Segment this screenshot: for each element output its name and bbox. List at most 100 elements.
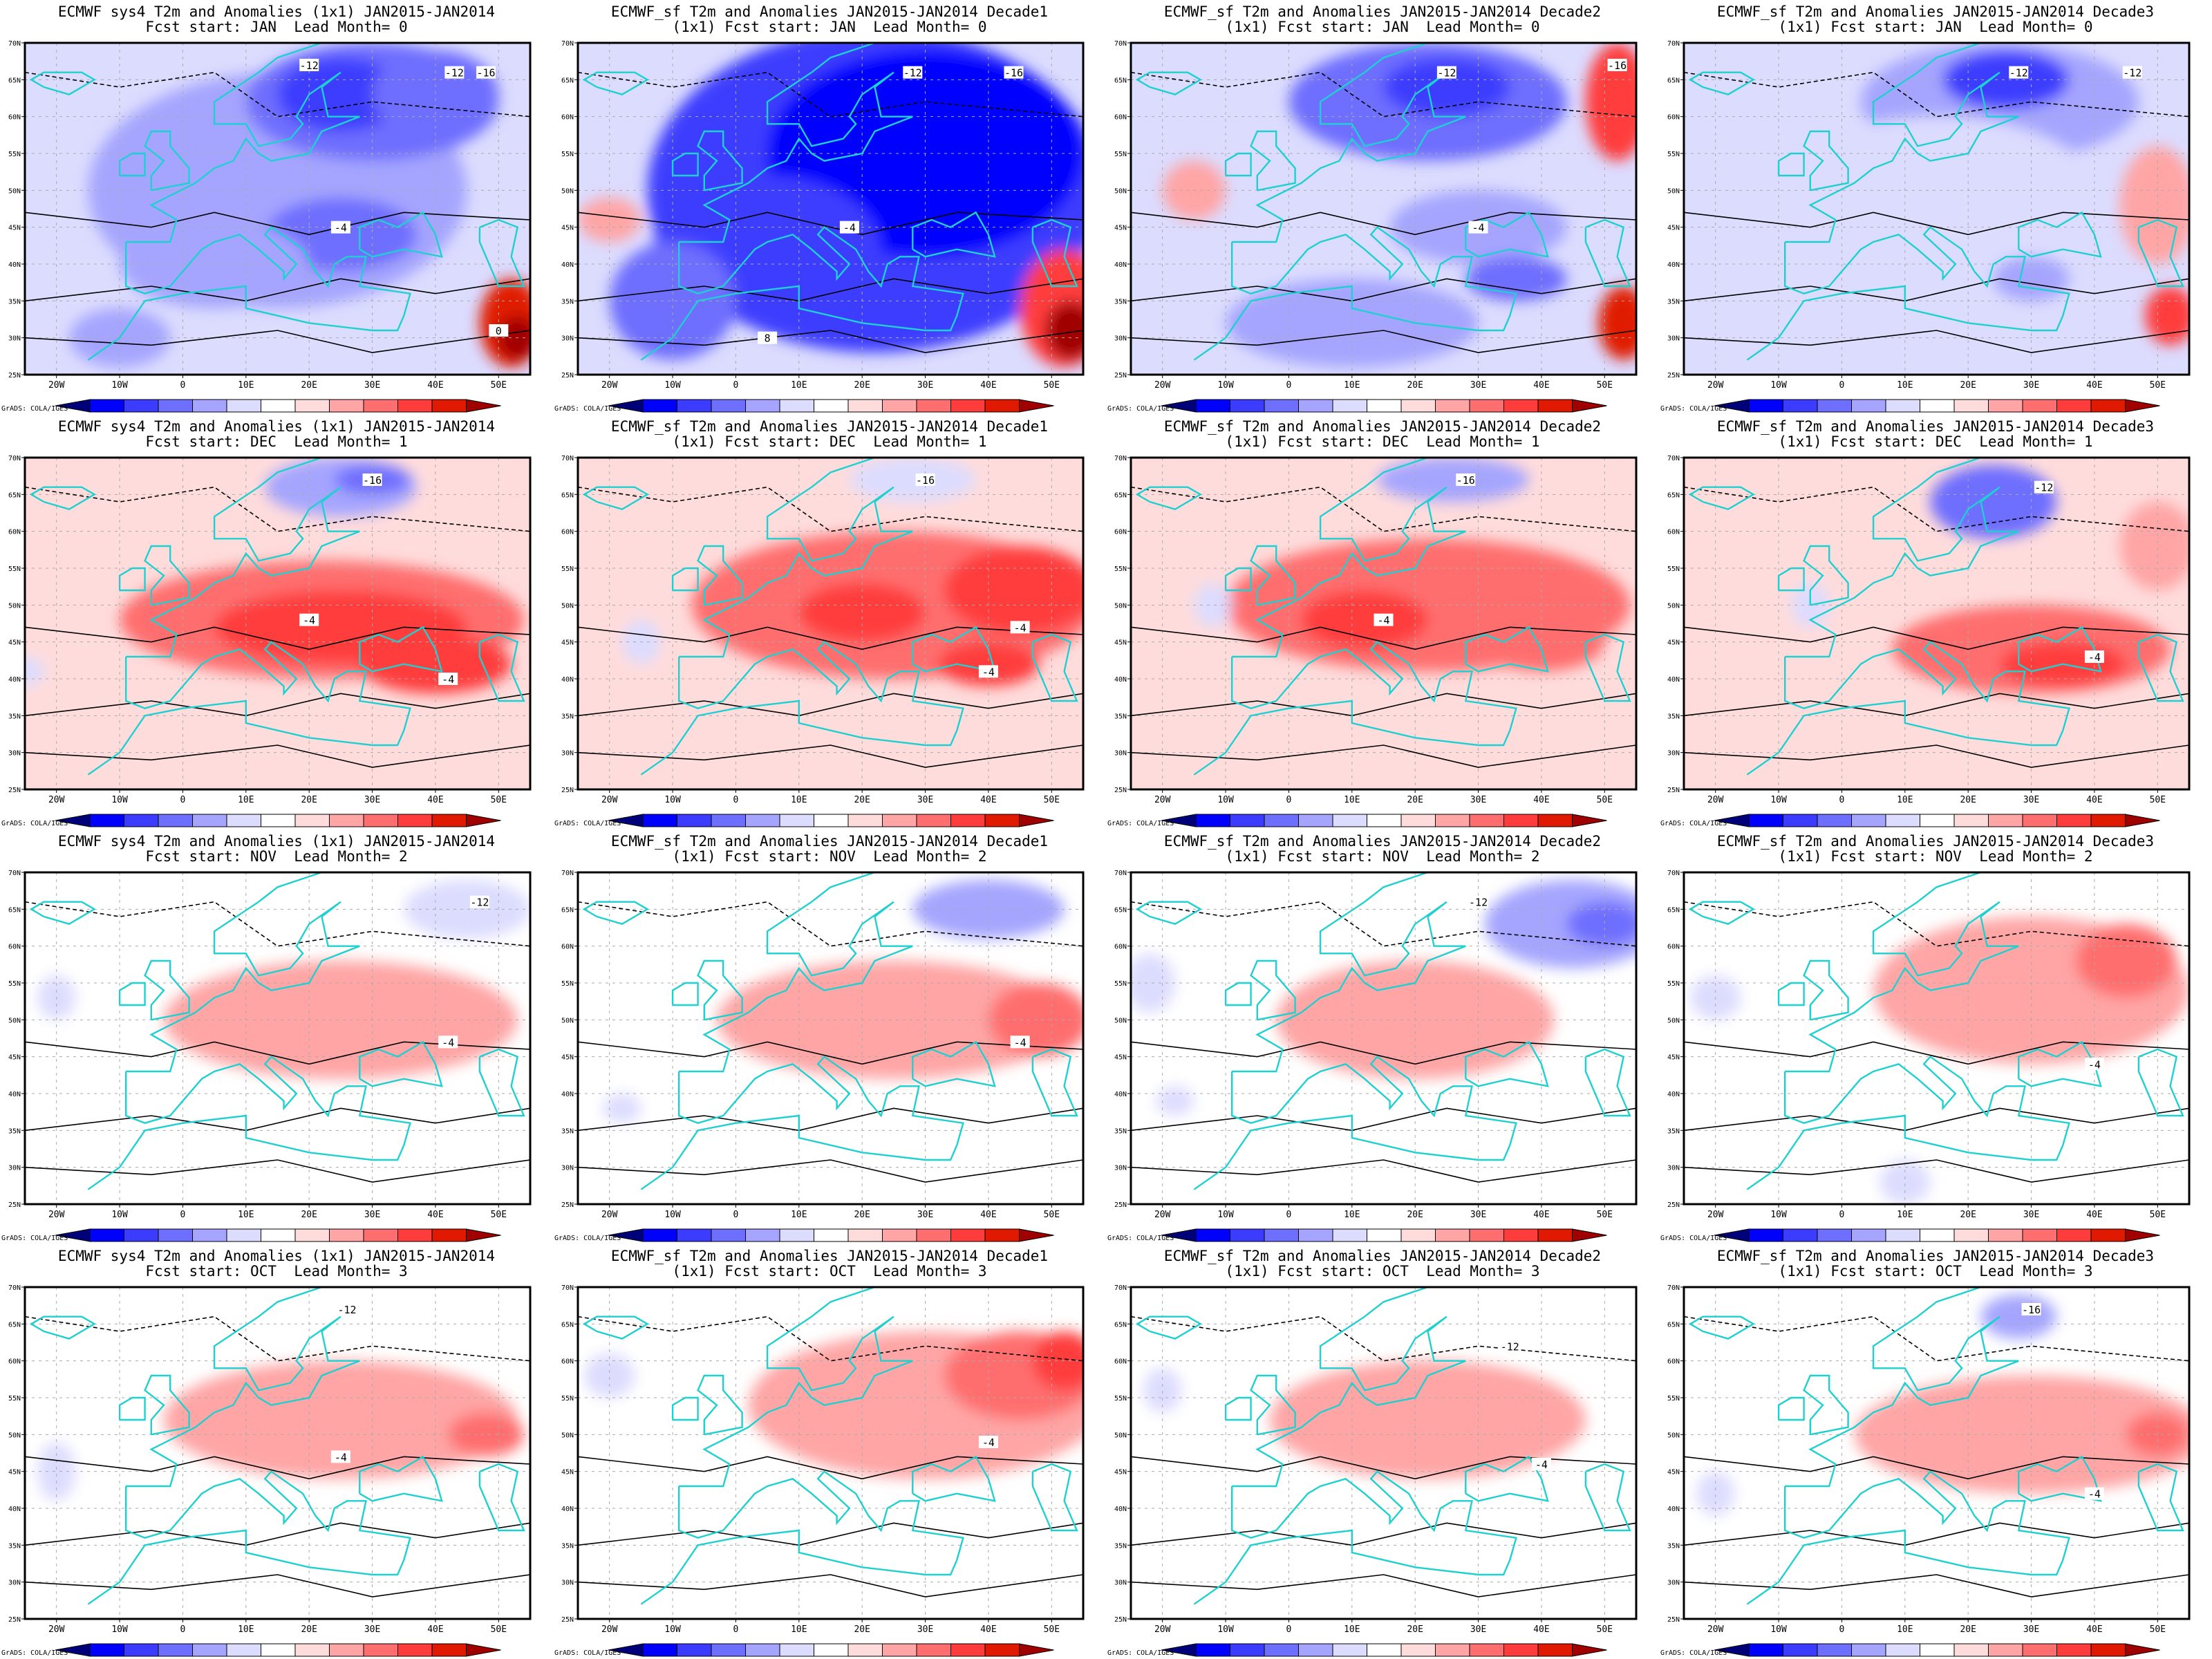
colorbar-swatch: [1748, 1228, 1783, 1242]
lon-tick-label: 10E: [791, 1624, 807, 1635]
map-frame: [1130, 871, 1638, 1206]
lat-tick-label: 30N: [1667, 1580, 1680, 1587]
colorbar-swatch: [1230, 399, 1265, 413]
contour-label: -4: [1014, 1036, 1027, 1049]
lon-tick-label: 10W: [1217, 1624, 1234, 1635]
temperature-contour: [1131, 1456, 1636, 1480]
lon-tick-label: 10E: [1897, 1210, 1913, 1220]
panel-subtitle: (1x1) Fcst start: DEC Lead Month= 1: [1225, 433, 1540, 450]
colorbar-swatch: [677, 1228, 712, 1242]
map-panel: -16 -4 20W 10W 0 10E 20E 30E 40E 50E 25N 30N 35N 40N 4…: [1106, 415, 1659, 830]
colorbar-arrow-high: [466, 399, 501, 413]
contour-label-bg: [2122, 66, 2142, 79]
lat-tick-label: 70N: [561, 455, 574, 462]
lat-tick-label: 65N: [1114, 906, 1127, 914]
colorbar-swatch: [1298, 1228, 1333, 1242]
lat-tick-label: 60N: [1114, 114, 1127, 122]
lat-tick-label: 55N: [8, 980, 21, 988]
lat-tick-label: 60N: [1667, 1358, 1680, 1366]
map-svg: -16 -4 20W 10W 0 10E 20E 30E 40E 50E 25N 30N 35N 40N 4…: [1114, 455, 1638, 827]
lat-tick-label: 30N: [1667, 335, 1680, 343]
coastline: [478, 1463, 525, 1532]
temperature-contour: [578, 744, 1083, 768]
lon-tick-label: 0: [180, 1624, 186, 1635]
lat-tick-label: 65N: [8, 491, 21, 499]
lon-tick-label: 40E: [427, 795, 443, 805]
lat-tick-label: 45N: [1667, 1469, 1680, 1477]
map-svg: -12 -4 20W 10W 0 10E 20E 30E 40E 50E 25N 30N 35N 40N 4…: [8, 870, 532, 1242]
coastline: [912, 1455, 996, 1502]
map-panel: -12 -12 -16 -4 0 20W 10W 0 10E 20E 30E 40E 50E 25N 30N…: [0, 0, 553, 415]
lon-tick-label: 30E: [364, 795, 380, 805]
colorbar-arrow-high: [466, 1228, 501, 1242]
grads-credit: GrADS: COLA/IGES: [1660, 405, 1727, 413]
colorbar-swatch: [1367, 1228, 1402, 1242]
map-panel: -12 -12 20W 10W 0 10E 20E 30E 40E 50E 25N 30N 35N 40N…: [1659, 0, 2212, 415]
lon-tick-label: 0: [180, 380, 186, 391]
coastline: [87, 226, 411, 361]
colorbar-swatch: [1435, 814, 1470, 827]
colorbar-swatch: [124, 1643, 159, 1657]
panel-subtitle: (1x1) Fcst start: OCT Lead Month= 3: [1778, 1263, 2093, 1280]
colorbar-swatch: [397, 399, 433, 413]
lon-tick-label: 10W: [111, 795, 128, 805]
temperature-contour: [1684, 744, 2189, 768]
map-frame: [24, 1286, 532, 1620]
colorbar-swatch: [431, 1228, 467, 1242]
anomaly-region: [1880, 1160, 1931, 1204]
lat-tick-label: 60N: [8, 1358, 21, 1366]
lat-tick-label: 30N: [1667, 750, 1680, 758]
lat-tick-label: 25N: [1667, 787, 1680, 794]
colorbar-swatch: [1367, 1643, 1402, 1657]
lat-tick-label: 55N: [8, 151, 21, 158]
grads-credit: GrADS: COLA/IGES: [1107, 405, 1174, 413]
lat-tick-label: 55N: [561, 151, 574, 158]
temperature-contour: [578, 330, 1083, 353]
colorbar-swatch: [916, 814, 951, 827]
lon-tick-label: 0: [1286, 380, 1292, 391]
temperature-contour: [1684, 626, 2189, 650]
colorbar-swatch: [1503, 1228, 1539, 1242]
lat-tick-label: 45N: [561, 225, 574, 232]
grads-credit: GrADS: COLA/IGES: [1107, 820, 1174, 827]
lon-tick-label: 10W: [1217, 380, 1234, 391]
anomaly-region: [717, 961, 1071, 1079]
coastline: [1031, 633, 1078, 702]
colorbar-swatch: [1953, 1643, 1989, 1657]
coastline: [1232, 458, 1466, 658]
lon-tick-label: 20W: [48, 1624, 65, 1635]
panel-title: ECMWF_sf T2m and Anomalies JAN2015-JAN20…: [610, 418, 1049, 435]
anomaly-region: [1942, 50, 2070, 109]
temperature-contour: [1131, 1159, 1636, 1183]
lat-tick-label: 60N: [1667, 529, 1680, 536]
lat-tick-label: 55N: [1114, 980, 1127, 988]
lat-tick-label: 70N: [1667, 40, 1680, 48]
coastline: [29, 901, 96, 925]
colorbar-swatch: [363, 814, 398, 827]
anomaly-region: [1301, 590, 1428, 650]
coastline: [1746, 1470, 2070, 1605]
lon-tick-label: 20E: [1960, 1624, 1976, 1635]
colorbar-swatch: [950, 1643, 986, 1657]
lon-tick-label: 10W: [1217, 1210, 1234, 1220]
colorbar-swatch: [1230, 1228, 1265, 1242]
temperature-contour: [1684, 1041, 2189, 1065]
contour-label-bg: [1010, 621, 1030, 634]
lon-tick-label: 10E: [1897, 795, 1913, 805]
lon-tick-label: 20E: [1407, 1624, 1423, 1635]
lat-tick-label: 50N: [561, 1432, 574, 1439]
map-svg: -4 20W 10W 0 10E 20E 30E 40E 50E 25N 30N 35N 40N 45N 5…: [561, 1284, 1085, 1657]
anomaly-region: [359, 635, 512, 694]
coastline: [1135, 71, 1202, 95]
temperature-contour: [25, 1456, 530, 1480]
contour-label-bg: [1436, 66, 1456, 79]
panel-subtitle: (1x1) Fcst start: NOV Lead Month= 2: [1778, 848, 2093, 865]
lat-tick-label: 70N: [561, 870, 574, 877]
lat-tick-label: 30N: [561, 750, 574, 758]
lat-tick-label: 55N: [1667, 1395, 1680, 1403]
colorbar-swatch: [261, 1643, 296, 1657]
coastline: [1777, 152, 1805, 177]
panel-title: ECMWF_sf T2m and Anomalies JAN2015-JAN20…: [1716, 418, 2155, 435]
lat-tick-label: 50N: [1667, 1432, 1680, 1439]
contour-label: -16: [476, 67, 495, 79]
